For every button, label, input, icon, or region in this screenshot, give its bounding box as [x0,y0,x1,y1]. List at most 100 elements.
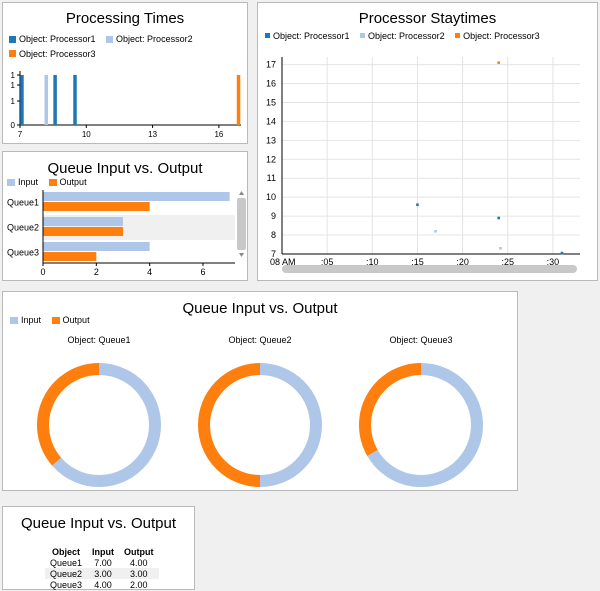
legend-label: Object: Processor1 [19,34,96,44]
donut-slice-output [359,363,422,456]
legend-label: Input [18,177,39,187]
table-cell: 2.00 [130,579,148,590]
queue-bar-title: Queue Input vs. Output [47,160,203,177]
legend-item-input[interactable]: Input [10,313,41,327]
bar-output [43,202,150,211]
x-tick-label: 13 [148,130,157,139]
legend-swatch-processor2 [360,33,366,38]
bar-object-processor2 [44,75,49,125]
legend-item-output[interactable]: Output [48,175,87,189]
category-label: Queue2 [7,223,39,233]
donut-slice-output [37,363,100,466]
x-tick-label: :10 [366,257,379,267]
bar-object-processor1 [20,75,24,125]
donut-slice-output [198,363,261,487]
legend-swatch-processor1 [9,35,16,43]
x-tick-label: 4 [147,267,152,277]
processing-times-panel: Processing Times Object: Processor1 Obje… [2,2,248,144]
table-header-output: Output [124,547,154,557]
x-tick-label: :15 [411,257,424,267]
table-header-input: Input [92,547,115,557]
scroll-up-icon [239,191,244,195]
y-tick-label: 1 [11,97,16,106]
legend-swatch-processor3 [455,33,461,38]
y-tick-label: 7 [271,249,276,259]
y-tick-label: 0 [11,121,16,130]
y-tick-label: 1 [11,81,16,90]
processor-staytimes-chart: 7 8 9 10 11 12 13 14 15 16 17 08 AM:05:10:15:20:25:… [266,57,580,273]
category-label: Queue3 [7,248,39,258]
legend-swatch-output [51,316,60,324]
point-object-processor1 [560,251,564,255]
legend-label: Object: Processor2 [116,34,193,44]
table-row: Queue3 4.00 2.00 [45,579,159,590]
x-tick-label: 6 [200,267,205,277]
point-object-processor1 [416,203,419,207]
legend-item-processor2[interactable]: Object: Processor2 [106,32,193,46]
x-tick-label: :05 [321,257,334,267]
legend-item-processor1[interactable]: Object: Processor1 [9,32,96,46]
point-object-processor2 [434,229,437,233]
legend-swatch-output [48,178,57,186]
processing-times-legend: Object: Processor1 Object: Processor2 Ob… [9,32,244,61]
y-tick-label: 8 [271,230,276,240]
x-tick-label: :30 [547,257,560,267]
x-tick-label: :25 [501,257,514,267]
legend-swatch-processor1 [265,33,270,38]
donut-title: Object: Queue3 [389,335,452,345]
legend-item-output[interactable]: Output [51,313,90,327]
x-tick-label: 10 [82,130,91,139]
scroll-down-icon [239,253,244,257]
legend-swatch-input [10,316,18,324]
point-object-processor1 [497,216,501,220]
processor-staytimes-panel: Processor Staytimes Object: Processor1 O… [257,2,598,281]
table-cell: 4.00 [130,557,148,568]
table-header-object: Object [52,547,81,557]
horizontal-scrollbar[interactable] [282,265,577,273]
y-tick-label: 1 [11,71,16,80]
x-tick-label: 2 [94,267,99,277]
legend-label: Input [21,315,42,325]
donut-slice-input [259,363,322,487]
y-tick-label: 14 [266,116,276,126]
table-cell: Queue3 [50,579,83,590]
processor-staytimes-legend: Object: Processor1 Object: Processor2 Ob… [265,28,595,43]
legend-item-processor3[interactable]: Object: Processor3 [9,47,96,61]
queue-table-title: Queue Input vs. Output [20,515,177,532]
x-tick-label: :20 [456,257,469,267]
legend-swatch-input [7,178,15,186]
bar-output [43,252,97,261]
queue-donut-charts: Object: Queue1 Object: Queue2 Object: Queu… [37,335,483,487]
point-object-processor2 [499,247,502,250]
processor-staytimes-title: Processor Staytimes [358,10,497,27]
legend-item-input[interactable]: Input [7,175,38,189]
point-object-processor3 [497,61,501,64]
vertical-scrollbar[interactable] [237,198,246,250]
queue-table: Object Input Output Queue1 7.00 4.00 Que… [45,547,159,590]
legend-item-processor2[interactable]: Object: Processor2 [360,29,445,43]
legend-label: Output [62,315,90,325]
donut-title: Object: Queue2 [228,335,291,345]
table-cell: 3.00 [119,568,159,579]
x-tick-label: 16 [214,130,223,139]
legend-label: Output [59,177,87,187]
donut-slice-input [367,363,483,487]
legend-label: Object: Processor2 [368,30,445,41]
bar-input [43,217,123,226]
table-header-row: Object Input Output [45,547,159,557]
y-tick-label: 15 [266,97,276,107]
legend-item-processor3[interactable]: Object: Processor3 [455,29,540,43]
bar-object-processor1 [73,75,77,125]
y-tick-label: 11 [267,173,276,183]
table-row: Queue1 7.00 4.00 [45,557,159,568]
legend-item-processor1[interactable]: Object: Processor1 [265,29,350,43]
y-tick-label: 16 [266,79,276,89]
legend-swatch-processor3 [9,50,16,57]
table-cell: Queue1 [50,557,83,568]
bar-input [43,192,230,201]
queue-bar-legend: Input Output [7,175,95,190]
legend-label: Object: Processor3 [19,48,96,59]
legend-label: Object: Processor3 [463,30,540,41]
y-tick-label: 9 [271,211,276,221]
table-cell: 3.00 [87,568,120,579]
